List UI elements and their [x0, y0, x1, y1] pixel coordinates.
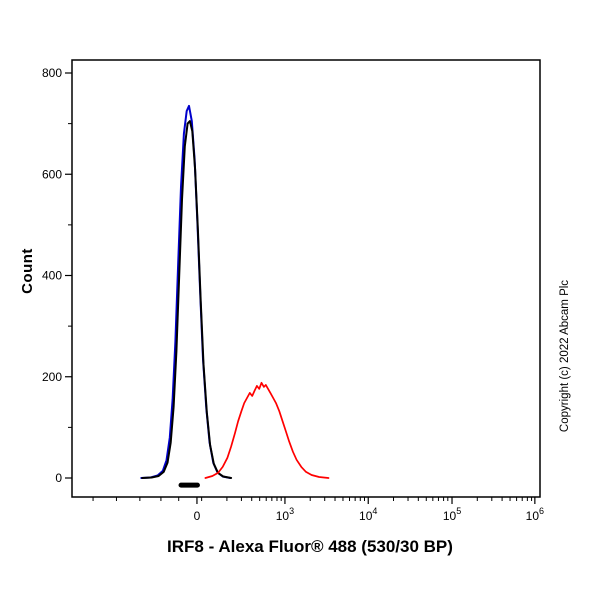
- x-tick-label: 106: [526, 506, 544, 523]
- series-irf8-stained-red: [204, 381, 330, 479]
- x-tick-label: 103: [276, 506, 294, 523]
- y-tick-label: 400: [42, 269, 62, 283]
- plot-border: [71, 59, 541, 498]
- series-control-black: [141, 120, 233, 479]
- x-tick-label: 105: [443, 506, 461, 523]
- x-tick-label: 104: [359, 506, 377, 523]
- y-tick-label: 600: [42, 167, 62, 181]
- y-tick-label: 0: [55, 471, 62, 485]
- y-tick-label: 800: [42, 66, 62, 80]
- series-control-blue: [140, 104, 232, 479]
- copyright-text: Copyright (c) 2022 Abcam Plc: [559, 279, 571, 433]
- y-tick-label: 200: [42, 370, 62, 384]
- x-axis-title: IRF8 - Alexa Fluor® 488 (530/30 BP): [167, 537, 453, 556]
- x-tick-label: 0: [194, 509, 201, 523]
